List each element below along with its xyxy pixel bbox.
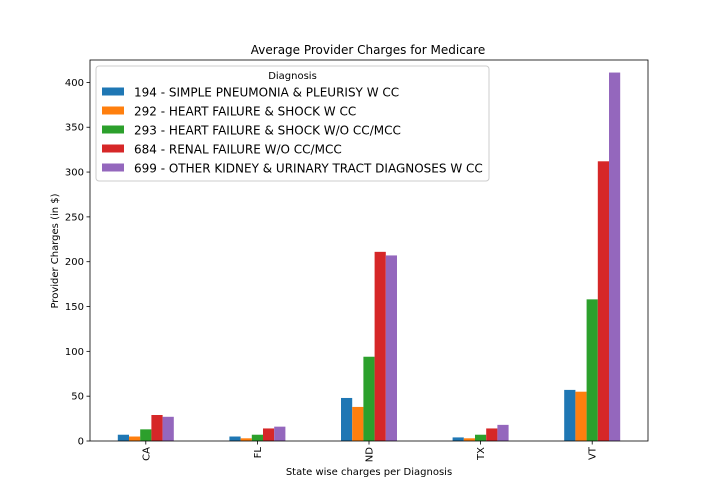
bar-nd-series-4: [374, 251, 386, 441]
bar-ca-series-4: [151, 415, 163, 441]
bar-ca-series-1: [117, 434, 129, 441]
bar-fl-series-2: [240, 438, 252, 441]
bar-vt-series-5: [609, 72, 621, 441]
bar-tx-series-1: [452, 437, 464, 441]
x-axis-label: State wise charges per Diagnosis: [286, 467, 452, 478]
legend-label-series-5: 699 - OTHER KIDNEY & URINARY TRACT DIAGN…: [134, 162, 483, 176]
legend-swatch-series-4: [102, 144, 124, 153]
y-axis: 0 50 100 150 200 250 300 350 400: [65, 78, 90, 448]
x-tick-label-vt: VT: [588, 446, 599, 460]
y-tick-label: 100: [65, 347, 84, 358]
legend-box: [95, 65, 490, 182]
y-tick-label: 0: [78, 437, 84, 448]
bar-nd-series-2: [352, 406, 364, 441]
y-tick-label: 350: [65, 123, 84, 134]
bar-nd-series-3: [363, 356, 375, 441]
legend: Diagnosis 194 - SIMPLE PNEUMONIA & PLEUR…: [95, 65, 490, 182]
bar-nd-series-1: [341, 397, 353, 441]
bar-vt-series-3: [586, 299, 598, 441]
legend-swatch-series-2: [102, 106, 124, 115]
x-tick-label-nd: ND: [365, 447, 376, 462]
bar-fl-series-4: [263, 428, 275, 441]
legend-label-series-3: 293 - HEART FAILURE & SHOCK W/O CC/MCC: [134, 124, 401, 138]
x-tick-label-ca: CA: [141, 447, 152, 461]
bar-vt-series-1: [564, 389, 576, 441]
y-tick-label: 150: [65, 302, 84, 313]
y-tick-label: 50: [71, 392, 84, 403]
legend-title: Diagnosis: [268, 71, 317, 82]
bar-tx-series-3: [475, 434, 487, 441]
y-tick-label: 400: [65, 78, 84, 89]
x-axis: CA FL ND TX VT: [141, 441, 599, 462]
chart-title: Average Provider Charges for Medicare: [251, 43, 485, 57]
bars-group: [117, 72, 621, 441]
bar-fl-series-1: [229, 436, 241, 441]
bar-vt-series-4: [597, 161, 609, 441]
y-tick-label: 200: [65, 257, 84, 268]
legend-label-series-1: 194 - SIMPLE PNEUMONIA & PLEURISY W CC: [134, 86, 399, 100]
bar-vt-series-2: [575, 391, 587, 441]
legend-swatch-series-1: [102, 87, 124, 96]
y-tick-label: 250: [65, 212, 84, 223]
y-tick-label: 300: [65, 168, 84, 179]
x-tick-label-fl: FL: [253, 447, 264, 459]
bar-fl-series-5: [274, 426, 286, 441]
bar-ca-series-5: [162, 416, 174, 441]
bar-ca-series-2: [129, 436, 141, 441]
x-tick-label-tx: TX: [476, 447, 487, 461]
legend-label-series-4: 684 - RENAL FAILURE W/O CC/MCC: [134, 143, 342, 157]
legend-swatch-series-5: [102, 163, 124, 172]
y-axis-label: Provider Charges (in $): [50, 193, 61, 308]
bar-tx-series-4: [486, 428, 498, 441]
legend-items: 194 - SIMPLE PNEUMONIA & PLEURISY W CC 29…: [102, 86, 483, 176]
bar-ca-series-3: [140, 429, 152, 441]
bar-tx-series-2: [463, 438, 475, 441]
legend-label-series-2: 292 - HEART FAILURE & SHOCK W CC: [134, 105, 356, 119]
bar-fl-series-3: [251, 434, 263, 441]
legend-swatch-series-3: [102, 125, 124, 134]
bar-nd-series-5: [385, 255, 397, 441]
bar-tx-series-5: [497, 424, 509, 441]
